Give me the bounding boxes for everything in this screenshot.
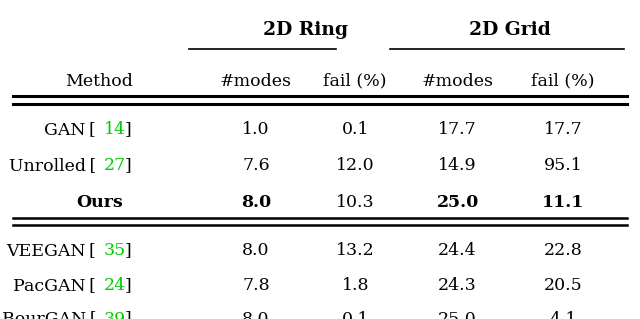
Text: ]: ] bbox=[125, 157, 132, 174]
Text: 1.0: 1.0 bbox=[243, 121, 269, 138]
Text: 11.1: 11.1 bbox=[542, 194, 584, 211]
Text: ]: ] bbox=[125, 277, 132, 294]
Text: 22.8: 22.8 bbox=[544, 242, 582, 259]
Text: ]: ] bbox=[125, 121, 132, 138]
Text: 25.0: 25.0 bbox=[436, 194, 479, 211]
Text: 24.4: 24.4 bbox=[438, 242, 477, 259]
Text: 13.2: 13.2 bbox=[336, 242, 374, 259]
Text: #modes: #modes bbox=[422, 73, 493, 90]
Text: Unrolled [: Unrolled [ bbox=[9, 157, 96, 174]
Text: PacGAN [: PacGAN [ bbox=[13, 277, 96, 294]
Text: 14.9: 14.9 bbox=[438, 157, 477, 174]
Text: 27: 27 bbox=[104, 157, 126, 174]
Text: ]: ] bbox=[125, 242, 132, 259]
Text: GAN [: GAN [ bbox=[44, 121, 96, 138]
Text: 0.1: 0.1 bbox=[342, 121, 369, 138]
Text: VEEGAN [: VEEGAN [ bbox=[6, 242, 96, 259]
Text: 14: 14 bbox=[104, 121, 126, 138]
Text: 8.0: 8.0 bbox=[243, 242, 269, 259]
Text: fail (%): fail (%) bbox=[323, 73, 387, 90]
Text: 12.0: 12.0 bbox=[336, 157, 374, 174]
Text: 17.7: 17.7 bbox=[544, 121, 582, 138]
Text: 1.8: 1.8 bbox=[342, 277, 369, 294]
Text: 8.0: 8.0 bbox=[243, 310, 269, 319]
Text: 24: 24 bbox=[104, 277, 126, 294]
Text: 25.0: 25.0 bbox=[438, 310, 477, 319]
Text: 95.1: 95.1 bbox=[544, 157, 582, 174]
Text: 17.7: 17.7 bbox=[438, 121, 477, 138]
Text: 7.6: 7.6 bbox=[242, 157, 270, 174]
Text: Ours: Ours bbox=[76, 194, 123, 211]
Text: 4.1: 4.1 bbox=[550, 310, 577, 319]
Text: 20.5: 20.5 bbox=[544, 277, 582, 294]
Text: 2D Grid: 2D Grid bbox=[470, 21, 551, 39]
Text: 8.0: 8.0 bbox=[241, 194, 271, 211]
Text: BourGAN [: BourGAN [ bbox=[1, 310, 96, 319]
Text: Method: Method bbox=[65, 73, 133, 90]
Text: 0.1: 0.1 bbox=[342, 310, 369, 319]
Text: 10.3: 10.3 bbox=[336, 194, 374, 211]
Text: 2D Ring: 2D Ring bbox=[263, 21, 348, 39]
Text: fail (%): fail (%) bbox=[531, 73, 595, 90]
Text: ]: ] bbox=[125, 310, 132, 319]
Text: 35: 35 bbox=[104, 242, 126, 259]
Text: #modes: #modes bbox=[220, 73, 292, 90]
Text: 7.8: 7.8 bbox=[242, 277, 270, 294]
Text: 39: 39 bbox=[104, 310, 126, 319]
Text: 24.3: 24.3 bbox=[438, 277, 477, 294]
